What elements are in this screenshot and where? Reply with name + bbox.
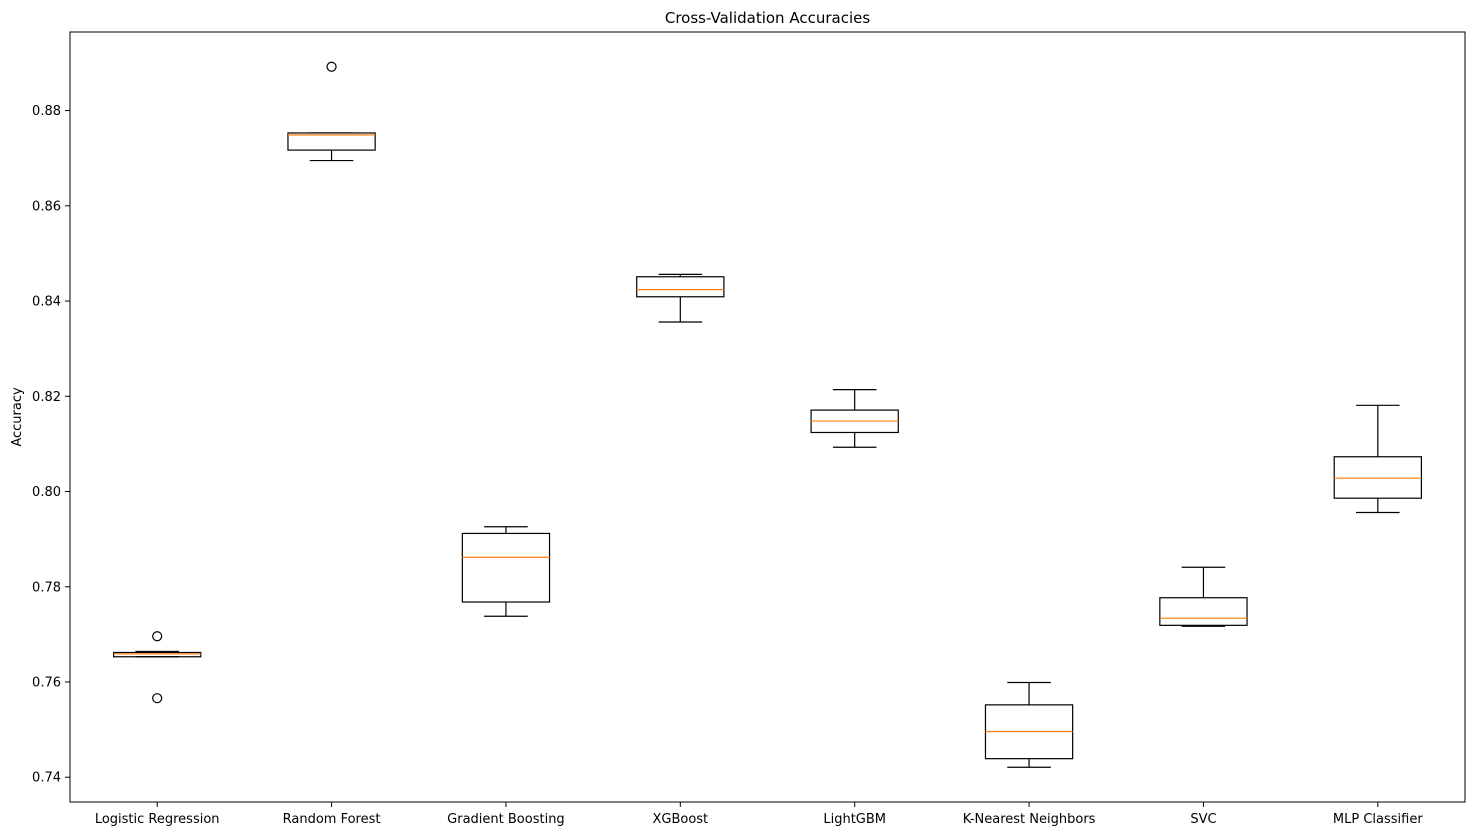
y-axis-label: Accuracy xyxy=(10,387,25,447)
box-svc xyxy=(1159,566,1248,627)
box-iqr xyxy=(287,132,376,151)
x-tick-label: Random Forest xyxy=(283,812,381,827)
y-tick-label: 0.74 xyxy=(32,771,61,786)
outlier-point xyxy=(326,61,337,72)
y-tick-label: 0.84 xyxy=(32,295,61,310)
box-iqr xyxy=(1333,456,1423,499)
x-tick-label: Logistic Regression xyxy=(95,812,220,827)
x-tick-label: K-Nearest Neighbors xyxy=(963,812,1096,827)
x-tick-label: LightGBM xyxy=(823,812,886,827)
box-random-forest xyxy=(287,61,376,162)
y-tick-label: 0.86 xyxy=(32,199,61,214)
outlier-point xyxy=(152,631,163,642)
x-tick-label: SVC xyxy=(1190,812,1216,827)
y-tick-label: 0.82 xyxy=(32,390,61,405)
box-logistic-regression xyxy=(112,631,202,704)
box-iqr xyxy=(461,532,551,603)
box-gradient-boosting xyxy=(461,526,551,617)
chart-title: Cross-Validation Accuracies xyxy=(665,9,870,27)
box-iqr xyxy=(1159,597,1248,626)
outlier-point xyxy=(152,693,163,704)
box-lightgbm xyxy=(810,389,899,448)
plot-frame xyxy=(69,31,1466,803)
y-tick-label: 0.88 xyxy=(32,104,61,119)
box-series xyxy=(112,61,1423,768)
x-tick-label: MLP Classifier xyxy=(1333,812,1423,827)
y-axis: 0.74 0.76 0.78 0.80 0.82 0.84 0.86 0.88 xyxy=(32,104,70,786)
box-xgboost xyxy=(636,273,725,323)
x-tick-label: Gradient Boosting xyxy=(447,812,565,827)
x-tick-label: XGBoost xyxy=(652,812,708,827)
box-iqr xyxy=(636,276,725,298)
box-iqr xyxy=(112,651,202,658)
y-tick-label: 0.80 xyxy=(32,485,61,500)
box-k-nearest-neighbors xyxy=(984,681,1074,768)
y-tick-label: 0.76 xyxy=(32,676,61,691)
y-tick-label: 0.78 xyxy=(32,580,61,595)
x-axis: Logistic Regression Random Forest Gradient… xyxy=(95,802,1423,827)
box-mlp-classifier xyxy=(1333,404,1423,514)
